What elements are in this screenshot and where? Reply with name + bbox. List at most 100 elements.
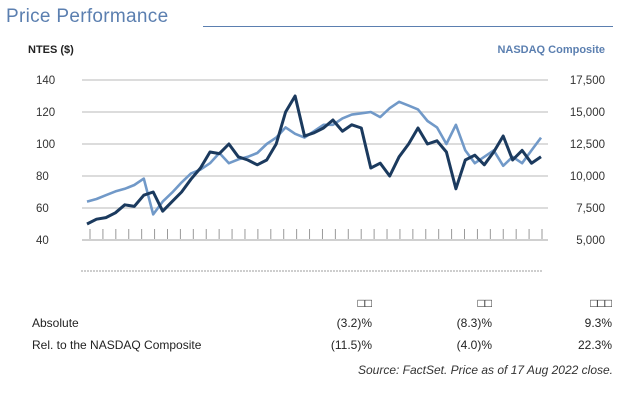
title-rule bbox=[203, 26, 613, 27]
table-row: Absolute (3.2)% (8.3)% 9.3% bbox=[32, 316, 612, 332]
dotted-rule bbox=[219, 270, 221, 272]
dotted-rule bbox=[309, 270, 311, 272]
right-tick-label: 5,000 bbox=[576, 235, 605, 247]
right-tick-label: 15,000 bbox=[570, 107, 605, 119]
dotted-rule bbox=[414, 270, 416, 272]
dotted-rule bbox=[255, 270, 257, 272]
dotted-rule bbox=[174, 270, 176, 272]
dotted-rule bbox=[189, 270, 191, 272]
dotted-rule bbox=[420, 270, 422, 272]
dotted-rule bbox=[366, 270, 368, 272]
table-header: □□ □□ □□□ bbox=[32, 296, 613, 312]
dotted-rule bbox=[99, 270, 101, 272]
source-note: Source: FactSet. Price as of 17 Aug 2022… bbox=[357, 363, 613, 377]
dotted-rule bbox=[240, 270, 242, 272]
right-axis-label: NASDAQ Composite bbox=[497, 44, 605, 56]
left-tick-label: 80 bbox=[36, 171, 49, 183]
dotted-rule bbox=[417, 270, 419, 272]
dotted-rule bbox=[429, 270, 431, 272]
dotted-rule bbox=[504, 270, 506, 272]
dotted-rule bbox=[162, 270, 164, 272]
col-header: □□ bbox=[477, 296, 493, 310]
dotted-rule bbox=[138, 270, 140, 272]
dotted-rule bbox=[324, 270, 326, 272]
dotted-rule bbox=[84, 270, 86, 272]
page-title: Price Performance bbox=[6, 6, 169, 27]
dotted-rule bbox=[210, 270, 212, 272]
dotted-rule bbox=[156, 270, 158, 272]
dotted-rule bbox=[498, 270, 500, 272]
dotted-rule bbox=[315, 270, 317, 272]
dotted-rule bbox=[381, 270, 383, 272]
dotted-rule bbox=[201, 270, 203, 272]
dotted-rule bbox=[195, 270, 197, 272]
dotted-rule bbox=[489, 270, 491, 272]
dotted-rule bbox=[513, 270, 515, 272]
dotted-rule bbox=[141, 270, 143, 272]
dotted-rule bbox=[150, 270, 152, 272]
cell: (11.5)% bbox=[330, 338, 372, 352]
dotted-rule bbox=[168, 270, 170, 272]
dotted-rule bbox=[525, 270, 527, 272]
dotted-rule bbox=[447, 270, 449, 272]
dotted-rule bbox=[408, 270, 410, 272]
dotted-rule bbox=[318, 270, 320, 272]
dotted-rule bbox=[267, 270, 269, 272]
dotted-rule bbox=[432, 270, 434, 272]
dotted-rule bbox=[93, 270, 95, 272]
dotted-rule bbox=[387, 270, 389, 272]
dotted-rule bbox=[477, 270, 479, 272]
dotted-rule bbox=[276, 270, 278, 272]
dotted-rule bbox=[483, 270, 485, 272]
dotted-rule bbox=[243, 270, 245, 272]
dotted-rule bbox=[153, 270, 155, 272]
dotted-rule bbox=[129, 270, 131, 272]
dotted-rule bbox=[282, 270, 284, 272]
left-tick-label: 40 bbox=[36, 235, 49, 247]
row-label: Rel. to the NASDAQ Composite bbox=[32, 338, 202, 352]
dotted-rule bbox=[456, 270, 458, 272]
dotted-rule bbox=[399, 270, 401, 272]
dotted-rule bbox=[426, 270, 428, 272]
dotted-rule bbox=[273, 270, 275, 272]
dotted-rule bbox=[87, 270, 89, 272]
dotted-rule bbox=[159, 270, 161, 272]
dotted-rule bbox=[501, 270, 503, 272]
left-axis-label: NTES ($) bbox=[28, 44, 74, 56]
dotted-rule bbox=[360, 270, 362, 272]
dotted-rule bbox=[231, 270, 233, 272]
dotted-rule bbox=[117, 270, 119, 272]
dotted-rule bbox=[363, 270, 365, 272]
dotted-rule bbox=[132, 270, 134, 272]
dotted-rule bbox=[300, 270, 302, 272]
dotted-rule bbox=[261, 270, 263, 272]
dotted-rule bbox=[339, 270, 341, 272]
dotted-rule bbox=[369, 270, 371, 272]
dotted-rule bbox=[537, 270, 539, 272]
right-tick-label: 10,000 bbox=[570, 171, 605, 183]
dotted-rule bbox=[96, 270, 98, 272]
dotted-rule bbox=[444, 270, 446, 272]
right-tick-label: 17,500 bbox=[570, 75, 605, 87]
dotted-rule bbox=[216, 270, 218, 272]
dotted-rule bbox=[207, 270, 209, 272]
dotted-rule bbox=[177, 270, 179, 272]
dotted-rule bbox=[126, 270, 128, 272]
dotted-rule bbox=[288, 270, 290, 272]
dotted-rule bbox=[297, 270, 299, 272]
left-tick-label: 100 bbox=[36, 139, 55, 151]
dotted-rule bbox=[306, 270, 308, 272]
left-tick-label: 60 bbox=[36, 203, 49, 215]
dotted-rule bbox=[390, 270, 392, 272]
dotted-rule bbox=[516, 270, 518, 272]
dotted-rule bbox=[111, 270, 113, 272]
dotted-rule bbox=[105, 270, 107, 272]
dotted-rule bbox=[495, 270, 497, 272]
table-row: Rel. to the NASDAQ Composite (11.5)% (4.… bbox=[32, 338, 612, 354]
dotted-rule bbox=[462, 270, 464, 272]
dotted-rule bbox=[165, 270, 167, 272]
ntes-price-line bbox=[86, 94, 542, 226]
dotted-rule bbox=[312, 270, 314, 272]
dotted-rule bbox=[183, 270, 185, 272]
dotted-rule bbox=[237, 270, 239, 272]
